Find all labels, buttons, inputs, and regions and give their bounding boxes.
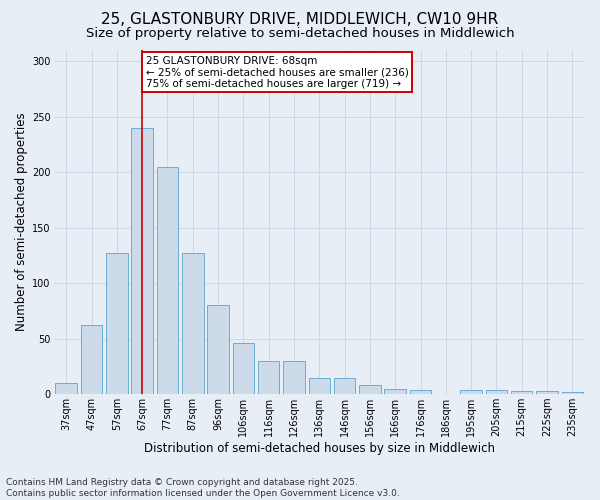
Bar bbox=[208, 306, 229, 394]
Bar bbox=[106, 253, 128, 394]
Bar bbox=[485, 390, 507, 394]
Text: 25 GLASTONBURY DRIVE: 68sqm
← 25% of semi-detached houses are smaller (236)
75% : 25 GLASTONBURY DRIVE: 68sqm ← 25% of sem… bbox=[146, 56, 409, 89]
Bar bbox=[157, 166, 178, 394]
Bar bbox=[308, 378, 330, 394]
X-axis label: Distribution of semi-detached houses by size in Middlewich: Distribution of semi-detached houses by … bbox=[144, 442, 495, 455]
Bar bbox=[562, 392, 583, 394]
Text: 25, GLASTONBURY DRIVE, MIDDLEWICH, CW10 9HR: 25, GLASTONBURY DRIVE, MIDDLEWICH, CW10 … bbox=[101, 12, 499, 28]
Bar bbox=[460, 390, 482, 394]
Bar bbox=[359, 386, 380, 394]
Bar bbox=[131, 128, 153, 394]
Bar bbox=[536, 391, 558, 394]
Text: Size of property relative to semi-detached houses in Middlewich: Size of property relative to semi-detach… bbox=[86, 28, 514, 40]
Bar bbox=[81, 326, 102, 394]
Bar bbox=[334, 378, 355, 394]
Bar bbox=[258, 361, 280, 394]
Text: Contains HM Land Registry data © Crown copyright and database right 2025.
Contai: Contains HM Land Registry data © Crown c… bbox=[6, 478, 400, 498]
Bar bbox=[182, 253, 203, 394]
Bar bbox=[283, 361, 305, 394]
Bar bbox=[410, 390, 431, 394]
Bar bbox=[55, 383, 77, 394]
Y-axis label: Number of semi-detached properties: Number of semi-detached properties bbox=[15, 113, 28, 332]
Bar bbox=[233, 343, 254, 394]
Bar bbox=[385, 388, 406, 394]
Bar bbox=[511, 391, 532, 394]
